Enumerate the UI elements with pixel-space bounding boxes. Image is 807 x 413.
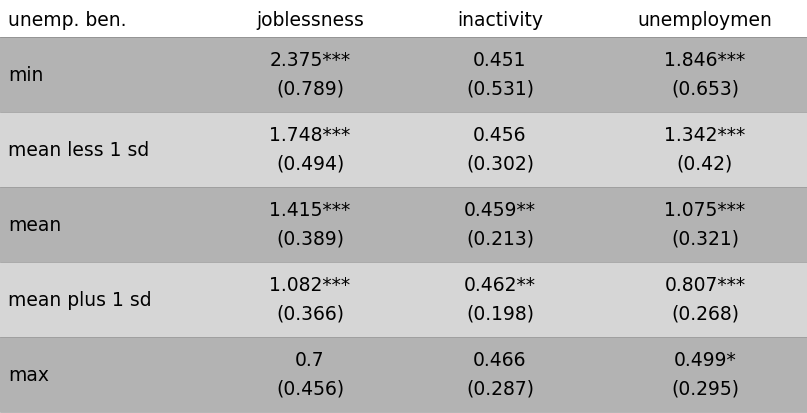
Text: 0.459**: 0.459** — [464, 201, 536, 219]
Text: 1.342***: 1.342*** — [664, 126, 746, 145]
Text: (0.789): (0.789) — [276, 79, 344, 98]
Text: (0.213): (0.213) — [466, 229, 534, 248]
Text: (0.366): (0.366) — [276, 304, 344, 323]
Bar — [0, 38, 807, 113]
Text: (0.287): (0.287) — [466, 379, 534, 398]
Text: 0.462**: 0.462** — [464, 275, 536, 294]
Text: mean less 1 sd: mean less 1 sd — [8, 141, 149, 159]
Text: 1.748***: 1.748*** — [270, 126, 350, 145]
Text: unemp. ben.: unemp. ben. — [8, 12, 127, 30]
Text: joblessness: joblessness — [256, 12, 364, 30]
Bar — [0, 262, 807, 337]
Text: (0.531): (0.531) — [466, 79, 534, 98]
Text: 0.451: 0.451 — [473, 51, 527, 70]
Text: (0.198): (0.198) — [466, 304, 534, 323]
Bar — [0, 188, 807, 262]
Text: inactivity: inactivity — [457, 12, 543, 30]
Bar — [0, 113, 807, 188]
Text: (0.42): (0.42) — [677, 154, 733, 173]
Text: 0.807***: 0.807*** — [664, 275, 746, 294]
Text: 1.846***: 1.846*** — [664, 51, 746, 70]
Text: 0.466: 0.466 — [473, 350, 527, 369]
Text: (0.295): (0.295) — [671, 379, 739, 398]
Text: (0.494): (0.494) — [276, 154, 344, 173]
Text: mean: mean — [8, 216, 61, 235]
Text: (0.321): (0.321) — [671, 229, 739, 248]
Text: 0.499*: 0.499* — [674, 350, 736, 369]
Text: mean plus 1 sd: mean plus 1 sd — [8, 290, 152, 309]
Text: 0.7: 0.7 — [295, 350, 324, 369]
Bar — [0, 337, 807, 412]
Text: unemploymen: unemploymen — [638, 12, 772, 30]
Text: (0.653): (0.653) — [671, 79, 739, 98]
Text: (0.268): (0.268) — [671, 304, 739, 323]
Text: 1.075***: 1.075*** — [664, 201, 746, 219]
Text: max: max — [8, 365, 49, 384]
Text: (0.456): (0.456) — [276, 379, 344, 398]
Text: 2.375***: 2.375*** — [270, 51, 350, 70]
Text: (0.389): (0.389) — [276, 229, 344, 248]
Text: (0.302): (0.302) — [466, 154, 534, 173]
Text: min: min — [8, 66, 44, 85]
Text: 0.456: 0.456 — [473, 126, 527, 145]
Text: 1.082***: 1.082*** — [270, 275, 350, 294]
Text: 1.415***: 1.415*** — [270, 201, 350, 219]
